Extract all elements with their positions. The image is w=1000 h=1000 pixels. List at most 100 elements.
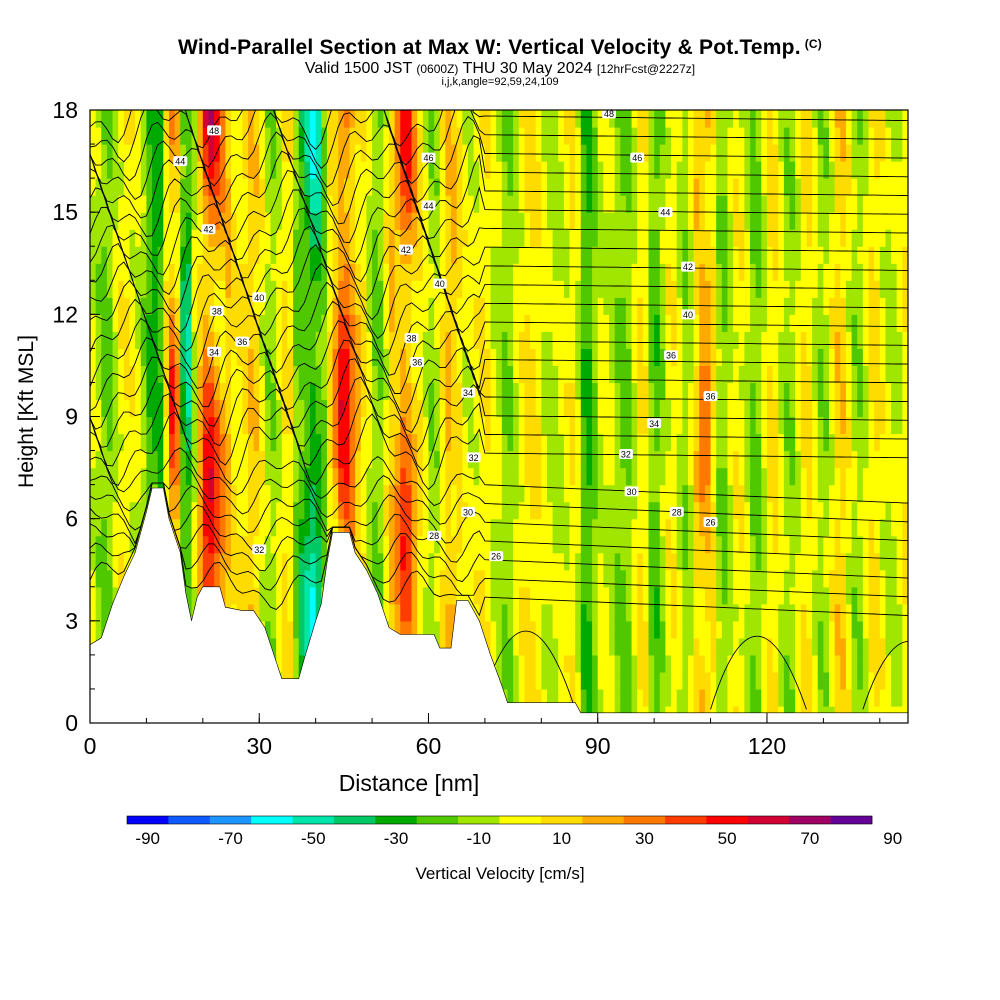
field-cell xyxy=(727,637,734,656)
field-cell xyxy=(253,484,260,503)
field-cell xyxy=(366,246,373,264)
field-cell xyxy=(372,467,379,486)
field-cell xyxy=(552,331,559,349)
field-cell xyxy=(682,144,689,162)
field-cell xyxy=(152,127,159,145)
field-cell xyxy=(236,450,243,469)
field-cell xyxy=(614,246,621,264)
field-cell xyxy=(806,552,813,571)
field-cell xyxy=(106,365,114,384)
field-cell xyxy=(174,263,181,281)
field-cell xyxy=(253,382,260,401)
field-cell xyxy=(422,365,430,384)
field-cell xyxy=(191,195,198,213)
field-cell xyxy=(231,552,238,571)
field-cell xyxy=(845,654,853,673)
field-cell xyxy=(716,195,723,213)
field-cell xyxy=(682,688,689,707)
field-cell xyxy=(789,535,796,554)
field-cell xyxy=(738,586,745,605)
field-cell xyxy=(609,501,616,520)
field-cell xyxy=(513,348,520,367)
field-cell xyxy=(168,229,176,247)
field-cell xyxy=(738,127,745,145)
field-cell xyxy=(473,382,480,401)
field-cell xyxy=(366,416,373,435)
field-cell xyxy=(704,416,712,435)
field-cell xyxy=(586,246,593,264)
field-cell xyxy=(298,144,305,162)
field-cell xyxy=(518,484,525,503)
field-cell xyxy=(659,688,667,707)
field-cell xyxy=(806,212,813,230)
field-cell xyxy=(676,569,683,588)
field-cell xyxy=(405,518,413,537)
field-cell xyxy=(490,501,497,520)
field-cell xyxy=(152,280,159,298)
field-cell xyxy=(405,399,413,418)
field-cell xyxy=(541,178,548,196)
field-cell xyxy=(202,552,210,571)
field-cell xyxy=(682,654,689,673)
field-cell xyxy=(434,620,441,639)
field-cell xyxy=(597,586,604,605)
field-cell xyxy=(106,501,114,520)
field-cell xyxy=(377,246,384,264)
field-cell xyxy=(642,297,650,315)
field-cell xyxy=(208,501,215,520)
field-cell xyxy=(575,365,582,384)
field-cell xyxy=(614,484,621,503)
field-cell xyxy=(845,263,853,281)
field-cell xyxy=(185,144,193,162)
field-cell xyxy=(851,229,858,247)
field-cell xyxy=(451,518,458,537)
field-cell xyxy=(129,229,136,247)
field-cell xyxy=(857,348,864,367)
field-cell xyxy=(800,416,808,435)
field-cell xyxy=(778,671,785,690)
field-cell xyxy=(783,144,791,162)
field-cell xyxy=(750,314,757,332)
field-cell xyxy=(146,144,153,162)
field-cell xyxy=(597,399,604,418)
field-cell xyxy=(479,161,486,179)
field-cell xyxy=(654,484,661,503)
field-cell xyxy=(394,263,401,281)
field-cell xyxy=(383,246,390,264)
field-cell xyxy=(451,229,458,247)
field-cell xyxy=(242,552,249,571)
field-cell xyxy=(693,688,700,707)
field-cell xyxy=(214,365,221,384)
field-cell xyxy=(501,195,509,213)
field-cell xyxy=(710,688,717,707)
field-cell xyxy=(321,450,328,469)
field-cell xyxy=(704,280,712,298)
field-cell xyxy=(800,195,808,213)
field-cell xyxy=(558,637,565,656)
field-cell xyxy=(817,399,824,418)
field-cell xyxy=(163,161,170,179)
field-cell xyxy=(388,212,396,230)
field-cell xyxy=(851,331,858,349)
field-cell xyxy=(845,297,853,315)
field-cell xyxy=(496,178,503,196)
field-cell xyxy=(609,586,616,605)
field-cell xyxy=(338,399,345,418)
field-cell xyxy=(270,535,277,554)
field-cell xyxy=(620,246,627,264)
field-cell xyxy=(185,263,193,281)
field-cell xyxy=(394,297,401,315)
field-cell xyxy=(766,688,774,707)
field-cell xyxy=(310,314,317,332)
field-cell xyxy=(281,569,289,588)
field-cell xyxy=(541,280,548,298)
field-cell xyxy=(163,399,170,418)
field-cell xyxy=(862,586,870,605)
field-cell xyxy=(298,280,305,298)
field-cell xyxy=(451,603,458,622)
field-cell xyxy=(174,144,181,162)
field-cell xyxy=(637,110,644,128)
field-cell xyxy=(287,229,294,247)
field-cell xyxy=(236,280,243,298)
field-cell xyxy=(202,433,210,452)
